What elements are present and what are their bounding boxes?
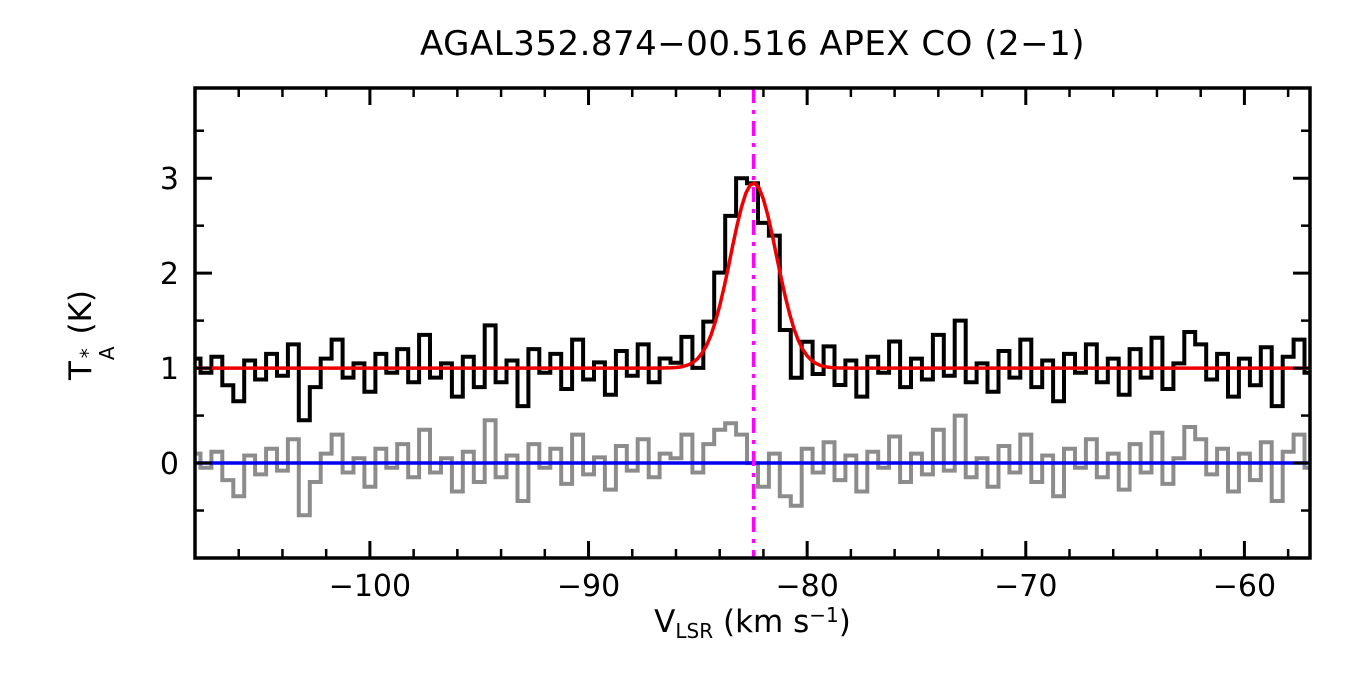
x-label-subscript: LSR <box>675 619 714 643</box>
x-tick-label: −80 <box>776 569 839 604</box>
x-tick-label: −100 <box>329 569 411 604</box>
gaussian-fit-line <box>195 181 1310 370</box>
x-tick-label: −60 <box>1213 569 1276 604</box>
y-tick-label: 0 <box>160 447 179 482</box>
x-label-unit-pre: (km s <box>713 604 810 640</box>
x-label-superscript: −1 <box>809 603 839 627</box>
x-axis-label: VLSR (km s−1) <box>195 603 1310 643</box>
plot-data-layer <box>195 88 1310 558</box>
x-tick-label: −90 <box>557 569 620 604</box>
x-label-unit-post: ) <box>838 604 851 640</box>
y-label-symbol: T <box>63 361 99 380</box>
y-tick-label: 2 <box>160 257 179 292</box>
x-label-symbol: V <box>654 604 676 640</box>
chart-title: AGAL352.874−00.516 APEX CO (2−1) <box>419 24 1085 64</box>
y-tick-label: 1 <box>160 352 179 387</box>
y-label-scripts: * A <box>76 346 119 361</box>
y-label-subscript: A <box>95 346 119 361</box>
y-tick-label: 3 <box>160 162 179 197</box>
plot-frame <box>193 86 1312 560</box>
y-axis-label: T * A (K) <box>63 185 119 485</box>
y-label-unit: (K) <box>63 290 99 345</box>
x-tick-label: −70 <box>994 569 1057 604</box>
